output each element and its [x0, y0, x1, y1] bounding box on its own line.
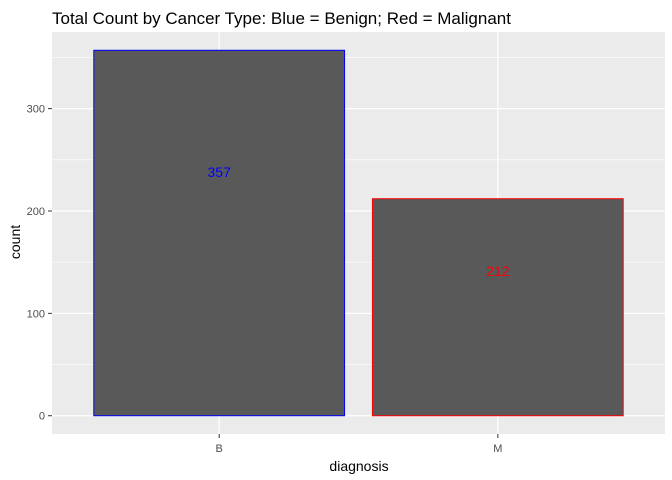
- chart-title: Total Count by Cancer Type: Blue = Benig…: [52, 9, 511, 28]
- bars: [93, 49, 624, 417]
- y-tick-label: 200: [27, 206, 45, 218]
- y-axis-title: count: [7, 225, 23, 259]
- x-axis-title: diagnosis: [329, 458, 388, 474]
- data-label-B: 357: [208, 164, 232, 180]
- y-axis: 0 100 200 300: [27, 104, 52, 423]
- y-tick-label: 300: [27, 104, 45, 116]
- y-tick-label: 100: [27, 308, 45, 320]
- data-label-M: 212: [486, 263, 510, 279]
- bar-B: [93, 49, 346, 417]
- x-tick-label: M: [493, 443, 502, 455]
- bar-M: [371, 198, 624, 417]
- data-labels: 357 212: [208, 164, 510, 279]
- y-tick-label: 0: [39, 411, 45, 423]
- x-tick-label: B: [216, 443, 223, 455]
